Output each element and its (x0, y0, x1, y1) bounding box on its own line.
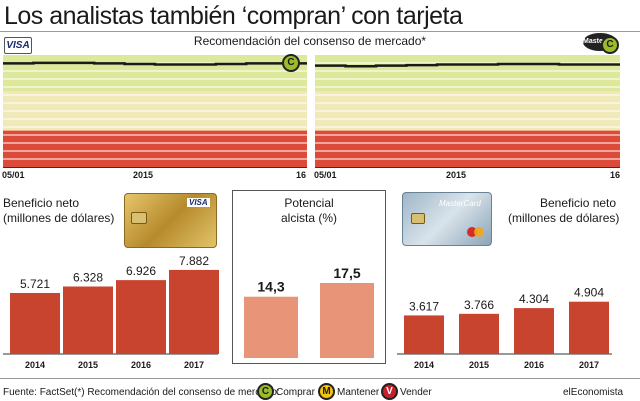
potential-label: Potencial (284, 196, 334, 210)
mantener-legend-label: Mantener (337, 387, 380, 398)
visa-profit-bar (116, 280, 166, 354)
potential-value-label: 17,5 (333, 265, 360, 281)
visa-profit-value-label: 5.721 (20, 277, 50, 291)
mastercard-sell-zone (315, 130, 620, 167)
visa-profit-value-label: 6.328 (73, 271, 103, 285)
visa-buy-zone (3, 55, 307, 92)
visa-comprar-badge: C (282, 54, 300, 72)
credit-card-icon (411, 213, 425, 224)
comprar-legend-label: Comprar (276, 387, 315, 398)
mastercard-profit-unit: (millones de dólares) (508, 211, 620, 225)
visa-profit-unit: (millones de dólares) (3, 211, 115, 225)
mastercard-consensus-svg (315, 55, 620, 167)
vender-legend-icon: V (381, 383, 398, 400)
mastercard-profit-bar (404, 315, 444, 354)
mastercard-profit-category-label: 2016 (524, 360, 544, 370)
visa-card-image: VISA (124, 193, 217, 248)
mastercard-profit-bar (569, 301, 609, 354)
brand-name: elEconomista (563, 387, 624, 398)
title-divider (0, 31, 640, 32)
mastercard-profit-value-label: 4.904 (574, 286, 604, 300)
mastercard-card-logo: MasterCard (439, 199, 481, 208)
source-note: Fuente: FactSet. (3, 387, 77, 398)
potential-bar (320, 283, 374, 358)
mastercard-profit-category-label: 2014 (414, 360, 434, 370)
mastercard-profit-value-label: 3.766 (464, 298, 494, 312)
mastercard-consensus-panel (315, 55, 620, 167)
visa-sell-zone (3, 130, 307, 167)
potential-value-label: 14,3 (257, 279, 284, 295)
recommendation-note: (*) Recomendación del consenso de mercad… (74, 387, 280, 398)
comprar-legend-icon: C (257, 383, 274, 400)
visa-profit-category-label: 2015 (78, 360, 98, 370)
mastercard-circles-icon-2 (474, 227, 484, 237)
mastercard-axis-end: 16 (610, 170, 621, 180)
mastercard-comprar-badge: C (601, 36, 619, 54)
visa-consensus-svg (3, 55, 307, 167)
mastercard-circles-icon (467, 227, 477, 237)
mastercard-profit-bar (459, 313, 499, 354)
visa-profit-category-label: 2016 (131, 360, 151, 370)
visa-axis-start: 05/01 (2, 170, 25, 180)
chart-subtitle: Recomendación del consenso de mercado* (193, 34, 427, 48)
mastercard-axis-start: 05/01 (314, 170, 337, 180)
mastercard-buy-zone (315, 55, 620, 92)
visa-axis-mid: 2015 (133, 170, 154, 180)
visa-consensus-line (3, 61, 307, 66)
mastercard-profit-category-label: 2017 (579, 360, 599, 370)
potential-bar (244, 296, 298, 358)
footer-divider (0, 378, 640, 379)
mastercard-profit-bar (514, 308, 554, 354)
visa-profit-value-label: 6.926 (126, 264, 156, 278)
mastercard-profit-bar-chart: 3.617 2014 3.766 2015 4.304 2016 4.904 2017 (397, 286, 612, 370)
mastercard-consensus-line (315, 62, 620, 68)
mastercard-profit-value-label: 3.617 (409, 299, 439, 313)
mastercard-card-image: MasterCard (402, 192, 492, 246)
visa-profit-label: Beneficio neto (3, 196, 80, 210)
visa-consensus-axis-line (3, 167, 307, 168)
visa-profit-value-label: 7.882 (179, 254, 209, 268)
visa-profit-bar (169, 269, 219, 354)
vender-legend-label: Vender (400, 387, 432, 398)
visa-profit-category-label: 2017 (184, 360, 204, 370)
visa-profit-bar (10, 292, 60, 354)
visa-card-logo: VISA (187, 198, 210, 207)
mastercard-profit-value-label: 4.304 (519, 292, 549, 306)
visa-profit-bar-chart: 5.721 2014 6.328 2015 6.926 2016 7.882 2017 (3, 254, 219, 370)
visa-axis-end: 16 (296, 170, 307, 180)
mastercard-profit-label: Beneficio neto (540, 196, 617, 210)
page-title: Los analistas también ‘compran’ con tarj… (4, 2, 463, 30)
visa-consensus-panel (3, 55, 307, 167)
mastercard-profit-category-label: 2015 (469, 360, 489, 370)
mantener-legend-icon: M (318, 383, 335, 400)
visa-profit-bar (63, 286, 113, 354)
visa-logo: VISA (4, 37, 32, 54)
potential-bar-chart: 14,3 17,5 (244, 265, 374, 358)
potential-unit: alcista (%) (280, 211, 337, 225)
mastercard-consensus-axis-line (315, 167, 620, 168)
mastercard-axis-mid: 2015 (446, 170, 467, 180)
credit-card-icon (131, 212, 147, 224)
visa-profit-category-label: 2014 (25, 360, 45, 370)
